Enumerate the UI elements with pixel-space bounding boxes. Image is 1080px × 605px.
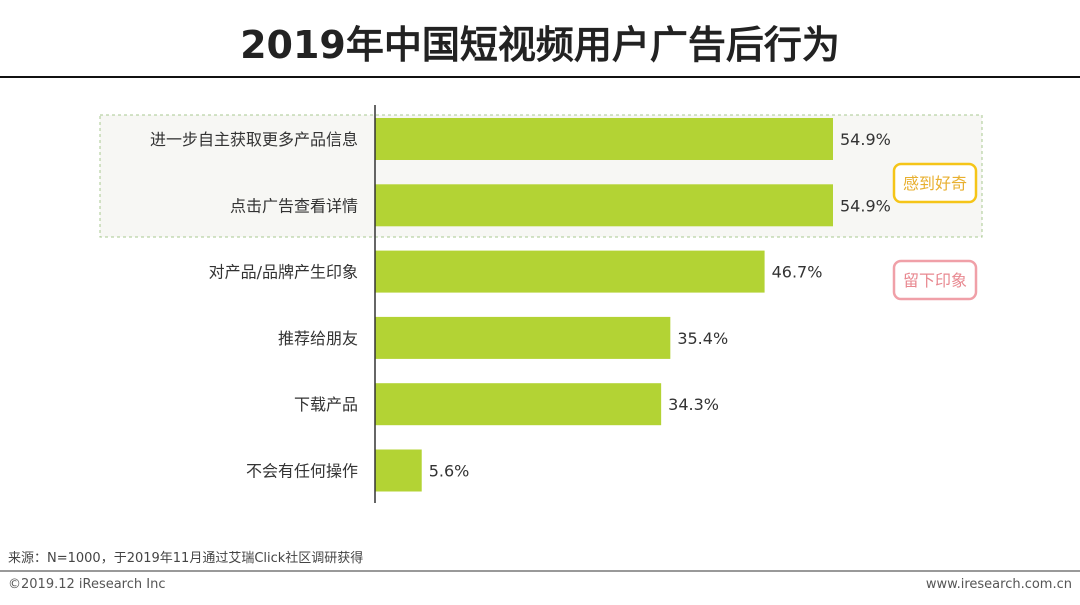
data-label: 5.6% (429, 462, 470, 481)
bar (375, 250, 765, 293)
category-label: 对产品/品牌产生印象 (209, 263, 358, 282)
bar-chart: 进一步自主获取更多产品信息 54.9% 点击广告查看详情 54.9% 对产品/品牌产生印… (99, 105, 983, 503)
data-label: 34.3% (668, 395, 719, 414)
data-label: 54.9% (840, 196, 891, 215)
category-label: 进一步自主获取更多产品信息 (150, 130, 358, 149)
category-label: 不会有任何操作 (246, 462, 358, 481)
category-label: 推荐给朋友 (278, 329, 358, 348)
category-label: 点击广告查看详情 (230, 196, 358, 215)
category-label: 下载产品 (294, 395, 358, 414)
bar (375, 184, 833, 227)
bar (375, 383, 662, 426)
annotation-label: 感到好奇 (903, 174, 967, 193)
chart-title: 2019年中国短视频用户广告后行为 (240, 23, 840, 67)
copyright: ©2019.12 iResearch Inc (8, 577, 166, 592)
bar (375, 449, 422, 492)
data-label: 46.7% (772, 263, 823, 282)
title-divider (0, 76, 1080, 78)
annotation-label: 留下印象 (903, 271, 967, 290)
website: www.iresearch.com.cn (925, 577, 1072, 592)
bar (375, 118, 833, 160)
source-note: 来源：N=1000，于2019年11月通过艾瑞Click社区调研获得 (8, 551, 364, 566)
data-label: 54.9% (840, 130, 891, 149)
data-label: 35.4% (677, 329, 728, 348)
bar (375, 316, 671, 359)
footer-divider (0, 570, 1080, 572)
annotation-box (892, 162, 978, 204)
annotation-box (892, 259, 978, 301)
